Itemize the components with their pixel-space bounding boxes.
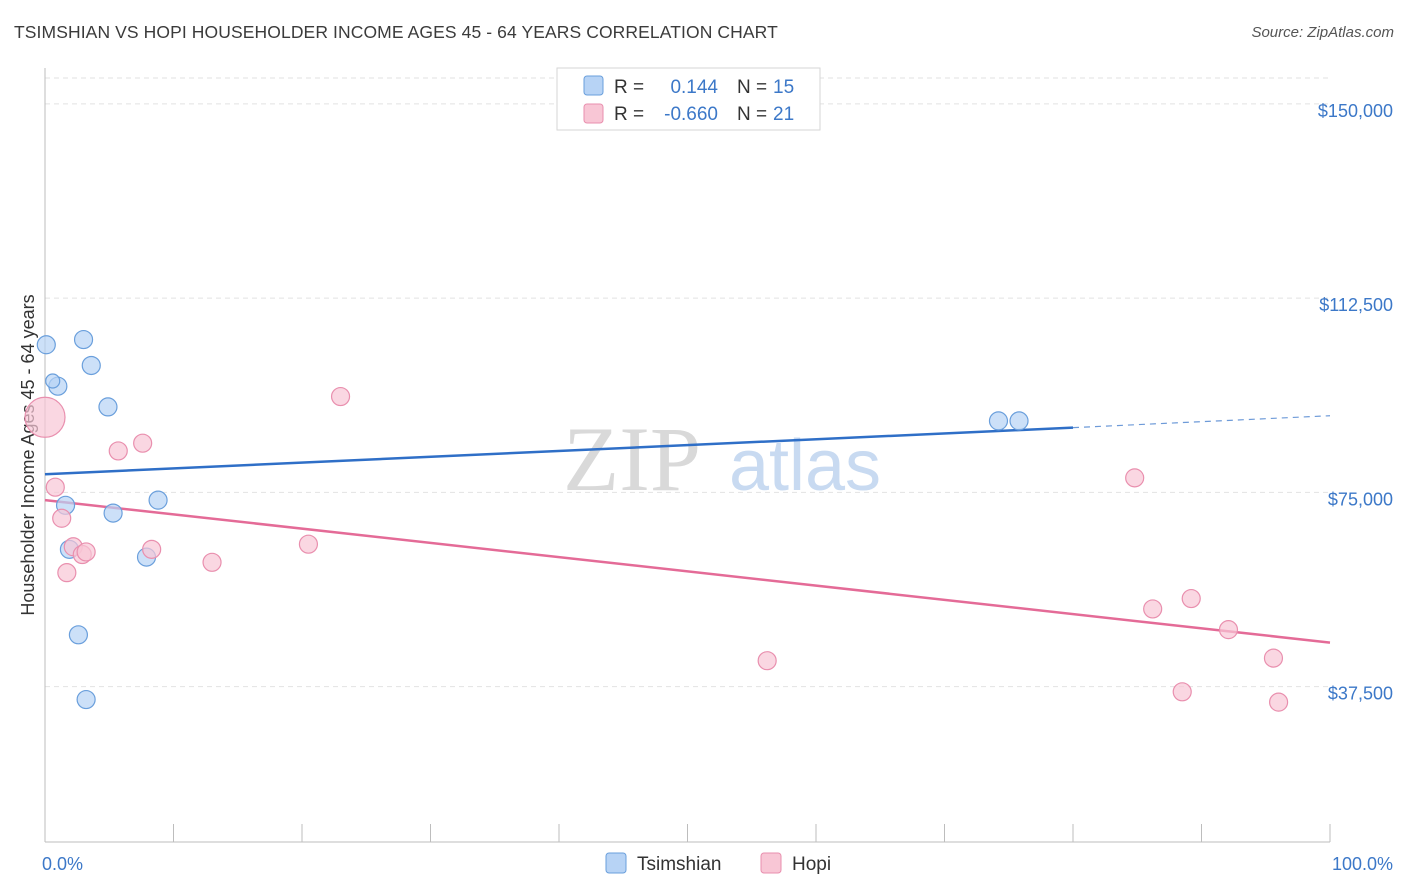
y-tick-labels: $37,500 $75,000 $112,500 $150,000: [1318, 101, 1393, 704]
point-hopi-2: [52, 508, 72, 528]
legend-r-value-1: 0.144: [670, 77, 718, 98]
point-hopi-19: [1263, 648, 1284, 668]
point-hopi-9: [142, 539, 162, 559]
point-hopi-17: [1181, 588, 1201, 609]
point-hopi-15: [1143, 599, 1163, 619]
point-hopi-7: [108, 441, 128, 461]
y-tick-label-0: $37,500: [1328, 684, 1393, 704]
point-hopi-14: [1125, 468, 1145, 488]
y-axis-label: Householder Income Ages 45 - 64 years: [18, 294, 38, 615]
legend-r-label-1: R =: [614, 77, 644, 98]
legend-r-label-2: R =: [614, 104, 644, 125]
point-hopi-1: [45, 477, 65, 497]
bottom-legend-tsimshian: Tsimshian: [637, 854, 721, 875]
point-hopi-6: [76, 542, 96, 562]
x-tick-label-1: 100.0%: [1332, 854, 1393, 874]
trend-lines: [44, 415, 1331, 644]
legend-swatch-tsimshian: [583, 75, 604, 96]
legend-n-label-1: N =: [737, 77, 767, 98]
y-tick-label-2: $112,500: [1319, 295, 1393, 315]
point-tsimshian-13: [1009, 411, 1029, 431]
data-points: [24, 329, 1289, 712]
trend-line-hopi: [44, 498, 1331, 644]
bottom-legend: Tsimshian Hopi: [605, 852, 831, 875]
point-hopi-16: [1172, 682, 1192, 702]
point-tsimshian-14: [45, 373, 61, 389]
point-tsimshian-12: [988, 411, 1009, 431]
axes: [44, 68, 1331, 843]
legend-n-label-2: N =: [737, 104, 767, 125]
point-hopi-8: [133, 433, 153, 453]
point-hopi-18: [1218, 620, 1239, 640]
point-hopi-12: [330, 386, 351, 407]
chart-title: TSIMSHIAN VS HOPI HOUSEHOLDER INCOME AGE…: [14, 22, 778, 42]
x-tick-label-0: 0.0%: [42, 854, 83, 874]
watermark: ZIP atlas: [563, 408, 881, 510]
point-tsimshian-10: [68, 625, 89, 645]
legend-n-value-2: 21: [773, 104, 794, 125]
point-tsimshian-2: [73, 329, 94, 350]
point-tsimshian-11: [76, 689, 96, 710]
grid-lines: [45, 77, 1330, 688]
point-hopi-20: [1268, 692, 1289, 712]
point-tsimshian-0: [36, 335, 56, 355]
point-tsimshian-3: [81, 355, 101, 376]
bottom-legend-swatch-hopi: [760, 852, 782, 874]
x-tick-labels: 0.0% 100.0%: [42, 854, 1393, 874]
watermark-zip: ZIP: [563, 408, 701, 510]
legend: R = 0.144 N = 15 R = -0.660 N = 21: [556, 67, 821, 131]
point-hopi-3: [57, 563, 77, 583]
point-hopi-13: [757, 651, 777, 671]
y-tick-label-1: $75,000: [1328, 489, 1393, 509]
legend-r-value-2: -0.660: [664, 104, 718, 125]
point-hopi-0: [24, 396, 66, 438]
bottom-legend-hopi: Hopi: [792, 854, 831, 875]
bottom-legend-swatch-tsimshian: [605, 852, 627, 874]
legend-swatch-hopi: [583, 103, 604, 124]
point-tsimshian-7: [148, 490, 168, 510]
chart-source: Source: ZipAtlas.com: [1251, 24, 1394, 41]
point-tsimshian-4: [98, 397, 118, 417]
point-hopi-10: [202, 552, 222, 572]
legend-n-value-1: 15: [773, 77, 794, 98]
point-hopi-11: [298, 534, 319, 554]
y-tick-label-3: $150,000: [1318, 101, 1393, 121]
trend-line-tsimshian-extension: [1072, 415, 1331, 429]
point-tsimshian-6: [103, 503, 123, 523]
trend-line-tsimshian: [44, 426, 1074, 476]
